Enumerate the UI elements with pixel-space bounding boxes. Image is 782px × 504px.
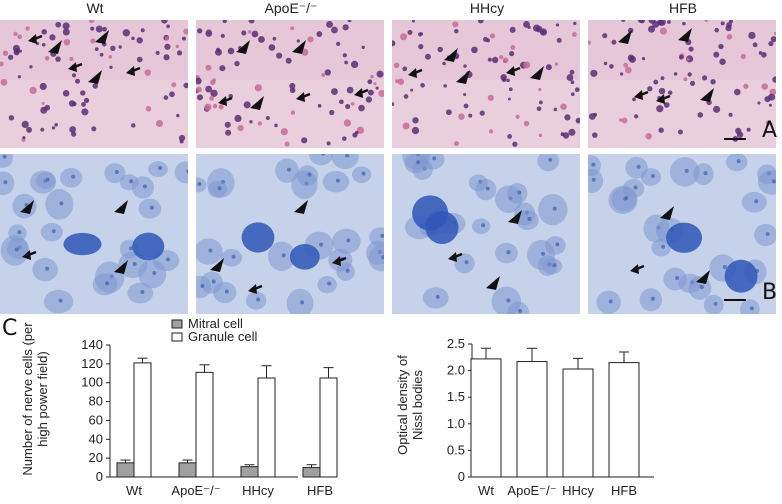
arrow-marker [218, 96, 233, 106]
chart-mitral-granule: 0 20 40 60 80 100 120 140 Wt ApoE⁻/⁻ HHcy HFB Mitral… [81, 316, 338, 498]
arrow-marker [354, 88, 369, 98]
y-tick-label: 40 [89, 431, 103, 446]
x-tick-label: Wt [478, 483, 494, 498]
bar [133, 362, 152, 478]
x-tick-label: HHcy [242, 483, 274, 498]
arrow-marker [248, 284, 263, 294]
arrowhead-marker [444, 48, 458, 62]
nissl-micrograph-tile [0, 154, 188, 314]
panel-letter-a: A [762, 118, 778, 143]
bar [240, 466, 259, 478]
arrow-marker [296, 92, 311, 102]
bar [195, 371, 214, 478]
arrowhead-marker [114, 200, 128, 214]
arrow-marker [506, 66, 521, 76]
y-tick-label: 60 [89, 412, 103, 427]
arrowhead-marker [236, 40, 250, 54]
bar [257, 377, 276, 478]
arrow-marker [408, 68, 423, 78]
legend-swatch [171, 319, 183, 329]
arrow-marker [126, 66, 141, 76]
arrowhead-marker [292, 40, 306, 54]
panel-letter-b: B [762, 280, 778, 305]
bar [562, 368, 594, 478]
chart-nissl-density: 0 0.5 1.0 1.5 2.0 2.5 Wt ApoE⁻/⁻ HHcy HFB [447, 336, 654, 498]
legend-label: Mitral cell [188, 316, 243, 331]
arrowhead-marker [618, 30, 632, 44]
y-tick-label: 120 [81, 356, 103, 371]
panel-letter-c: C [2, 316, 18, 341]
arrow-marker [448, 252, 463, 262]
legend-label: Granule cell [188, 329, 257, 344]
micrograph-annotations [20, 28, 714, 294]
y-tick-label: 100 [81, 375, 103, 390]
arrowhead-marker [294, 200, 308, 214]
scale-bar-a [724, 138, 746, 140]
bar [319, 377, 338, 478]
column-label-hhcy: HHcy [469, 0, 505, 16]
y-tick-label: 20 [89, 450, 103, 465]
y-tick-label: 80 [89, 394, 103, 409]
arrowhead-marker [530, 66, 544, 80]
x-tick-label: HFB [611, 483, 637, 498]
bar [470, 358, 502, 478]
y-tick-label: 0.5 [447, 442, 465, 457]
y-tick-label: 140 [81, 337, 103, 352]
nissl-micrograph-tile [392, 154, 580, 314]
bar [516, 361, 548, 478]
y-tick-label: 1.0 [447, 416, 465, 431]
arrowhead-marker [250, 96, 264, 110]
x-tick-label: Wt [126, 483, 142, 498]
column-label-hfb: HFB [669, 0, 697, 16]
arrowhead-marker [88, 70, 102, 84]
arrowhead-marker [700, 88, 714, 102]
arrowhead-marker [486, 276, 500, 290]
bar [302, 467, 321, 478]
he-micrograph-tile [392, 20, 580, 148]
bar [178, 462, 197, 478]
arrowhead-marker [210, 258, 224, 272]
y-tick-label: 2.0 [447, 363, 465, 378]
column-label-apoe: ApoE⁻/⁻ [264, 0, 318, 16]
arrow-marker [332, 256, 347, 266]
x-tick-label: ApoE⁻/⁻ [171, 483, 220, 498]
arrow-marker [634, 90, 649, 100]
arrowhead-marker [456, 70, 470, 84]
he-micrograph-tile [588, 20, 776, 148]
nissl-micrograph-tile [196, 154, 384, 314]
arrowhead-marker [696, 270, 710, 284]
scale-bar-b [724, 299, 746, 301]
column-label-wt: Wt [86, 0, 104, 16]
nissl-micrograph-tile [588, 154, 776, 314]
he-micrograph-tile [0, 20, 188, 148]
arrow-marker [630, 264, 645, 274]
arrowhead-marker [48, 40, 62, 54]
y-tick-label: 0 [96, 469, 103, 484]
arrowhead-marker [20, 200, 34, 214]
arrowhead-marker [660, 206, 674, 220]
he-micrograph-tile [196, 20, 384, 148]
y-tick-label: 0 [458, 469, 465, 484]
x-tick-label: HFB [307, 483, 333, 498]
y-tick-label: 2.5 [447, 336, 465, 351]
arrow-marker [656, 94, 671, 104]
arrow-marker [68, 62, 83, 72]
arrowhead-marker [678, 28, 692, 42]
arrow-marker [22, 250, 37, 260]
arrowhead-marker [95, 30, 109, 44]
bar [116, 462, 135, 478]
x-tick-label: HHcy [562, 483, 594, 498]
x-tick-label: ApoE⁻/⁻ [507, 483, 556, 498]
arrowhead-marker [114, 260, 128, 274]
y-tick-label: 1.5 [447, 389, 465, 404]
legend-swatch [171, 332, 183, 342]
arrowhead-marker [508, 210, 522, 224]
bar [608, 362, 640, 478]
arrow-marker [28, 34, 43, 44]
